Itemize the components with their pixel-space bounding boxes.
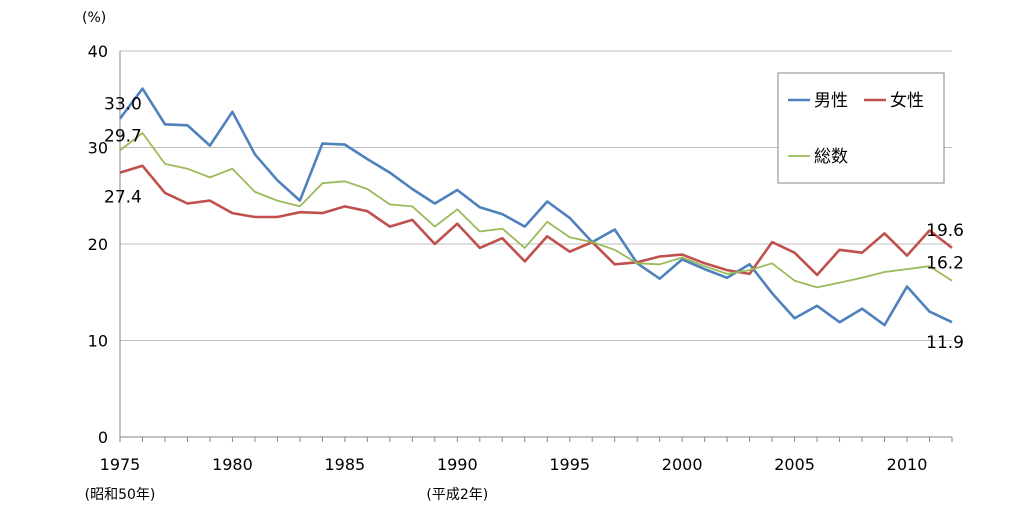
x-tick-label-1990: 1990: [437, 455, 478, 474]
y-axis-unit-label: (%): [82, 10, 106, 26]
legend-label-total: 総数: [814, 147, 848, 167]
series-line-female: [119, 164, 953, 277]
y-tick-label-20: 20: [88, 235, 108, 254]
data-label-female-2012: 19.6: [926, 221, 964, 241]
data-label-male-1975: 33.0: [104, 95, 142, 115]
data-label-total-2012: 16.2: [926, 254, 964, 274]
data-label-female-1975: 27.4: [104, 188, 142, 208]
x-tick-label-2010: 2010: [887, 455, 928, 474]
y-tick-label-0: 0: [98, 428, 108, 447]
legend-label-male: 男性: [814, 91, 848, 111]
data-labels: 33.0 29.7 27.4 19.6 16.2 11.9: [104, 95, 964, 354]
y-tick-label-30: 30: [88, 139, 108, 158]
y-tick-label-40: 40: [88, 42, 108, 61]
x-tick-label-2000: 2000: [662, 455, 703, 474]
y-tick-label-10: 10: [88, 332, 108, 351]
x-era-label: (昭和50年): [85, 487, 156, 503]
series-line-total: [119, 132, 953, 289]
x-era-label: (平成2年): [426, 487, 488, 503]
x-axis-ticks: 1975 1980 1985 1990 1995 2000 2005 2010 (昭和50年) (…: [85, 437, 953, 503]
series-line-male: [118, 87, 953, 327]
data-label-male-2012: 11.9: [926, 333, 964, 353]
legend-label-female: 女性: [890, 91, 924, 111]
series-lines: [118, 87, 953, 327]
x-tick-label-1995: 1995: [549, 455, 590, 474]
legend: 男性 女性 総数: [777, 72, 945, 184]
legend-box: [777, 72, 945, 184]
y-axis-ticks: 0 10 20 30 40: [88, 42, 108, 447]
gridlines: [120, 50, 952, 341]
x-tick-label-1975: 1975: [100, 455, 141, 474]
axes: [119, 51, 952, 438]
data-label-total-1975: 29.7: [104, 126, 142, 146]
x-tick-label-1985: 1985: [325, 455, 366, 474]
x-tick-label-1980: 1980: [212, 455, 253, 474]
x-tick-label-2005: 2005: [774, 455, 815, 474]
